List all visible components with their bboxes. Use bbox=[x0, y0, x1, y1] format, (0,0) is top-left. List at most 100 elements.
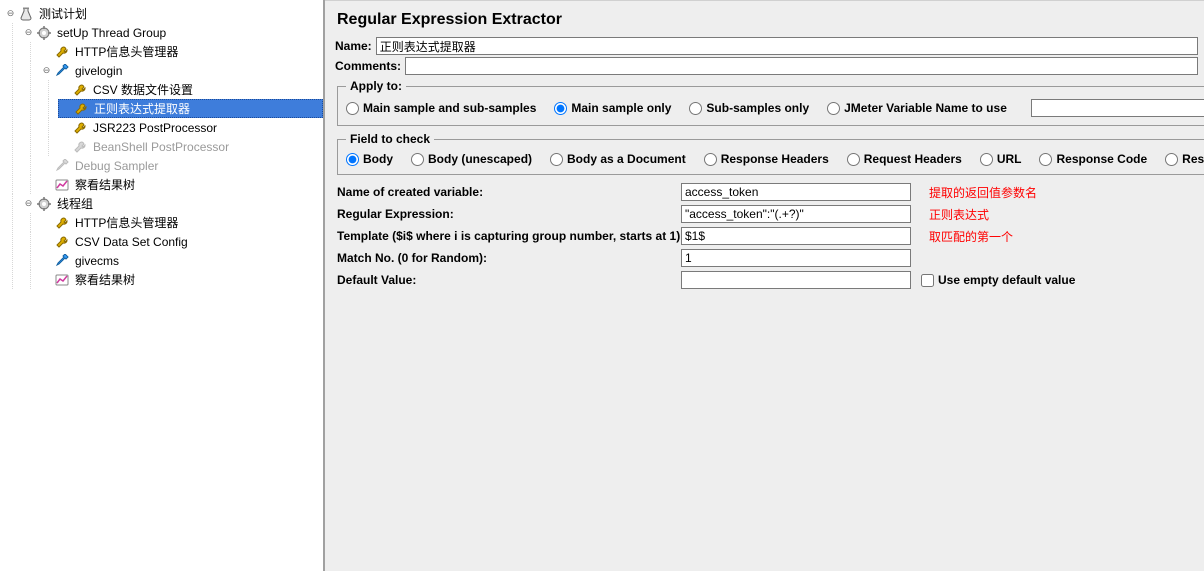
tree-item-results-tree[interactable]: 察看结果树 bbox=[40, 175, 323, 194]
radio-input[interactable] bbox=[704, 153, 717, 166]
collapse-handle[interactable]: ⊖ bbox=[24, 199, 33, 208]
name-input[interactable] bbox=[376, 37, 1198, 55]
tree-item-csv-data-set[interactable]: CSV Data Set Config bbox=[40, 232, 323, 251]
checkbox-input[interactable] bbox=[921, 274, 934, 287]
tree-item-jsr223[interactable]: JSR223 PostProcessor bbox=[58, 118, 323, 137]
collapse-handle[interactable]: ⊖ bbox=[42, 66, 51, 75]
tree-label: 察看结果树 bbox=[73, 271, 137, 288]
tree-label: givecms bbox=[73, 254, 121, 268]
radio-input[interactable] bbox=[847, 153, 860, 166]
tree-item-givelogin[interactable]: ⊖ givelogin bbox=[40, 61, 323, 80]
radio-label: Response Code bbox=[1056, 152, 1147, 166]
tree-item-debug-sampler[interactable]: Debug Sampler bbox=[40, 156, 323, 175]
radio-input[interactable] bbox=[346, 102, 359, 115]
var-name-annotation: 提取的返回值参数名 bbox=[911, 184, 1192, 201]
wrench-icon bbox=[54, 215, 70, 231]
radio-label: Response bbox=[1182, 152, 1204, 166]
ftc-body-unescaped[interactable]: Body (unescaped) bbox=[411, 152, 532, 166]
flask-icon bbox=[18, 6, 34, 22]
radio-label: Body as a Document bbox=[567, 152, 686, 166]
tree-label: CSV 数据文件设置 bbox=[91, 81, 195, 98]
radio-input[interactable] bbox=[346, 153, 359, 166]
tree-label: 线程组 bbox=[55, 195, 95, 212]
ftc-body-document[interactable]: Body as a Document bbox=[550, 152, 686, 166]
var-name-input[interactable] bbox=[681, 183, 911, 201]
regex-annotation: 正则表达式 bbox=[911, 206, 1192, 223]
tree-item-thread-group[interactable]: ⊖ 线程组 bbox=[22, 194, 323, 213]
apply-to-fieldset: Apply to: Main sample and sub-samples Ma… bbox=[337, 79, 1204, 126]
tree-label: 测试计划 bbox=[37, 5, 89, 22]
radio-input[interactable] bbox=[1165, 153, 1178, 166]
radio-label: JMeter Variable Name to use bbox=[844, 101, 1007, 115]
collapse-handle[interactable]: ⊖ bbox=[6, 9, 15, 18]
radio-input[interactable] bbox=[827, 102, 840, 115]
panel-title: Regular Expression Extractor bbox=[325, 1, 1204, 37]
apply-sub-only[interactable]: Sub-samples only bbox=[689, 101, 809, 115]
radio-input[interactable] bbox=[550, 153, 563, 166]
match-no-input[interactable] bbox=[681, 249, 911, 267]
match-no-label: Match No. (0 for Random): bbox=[337, 251, 681, 265]
gear-icon bbox=[36, 25, 52, 41]
comments-input[interactable] bbox=[405, 57, 1198, 75]
comments-label: Comments: bbox=[331, 57, 405, 75]
radio-input[interactable] bbox=[1039, 153, 1052, 166]
tree-item-csv-config[interactable]: CSV 数据文件设置 bbox=[58, 80, 323, 99]
regex-input[interactable] bbox=[681, 205, 911, 223]
tree-label: HTTP信息头管理器 bbox=[73, 214, 180, 231]
radio-input[interactable] bbox=[411, 153, 424, 166]
dropper-icon bbox=[54, 253, 70, 269]
default-value-input[interactable] bbox=[681, 271, 911, 289]
tree-label: JSR223 PostProcessor bbox=[91, 121, 219, 135]
tree-item-beanshell[interactable]: BeanShell PostProcessor bbox=[58, 137, 323, 156]
apply-main-only[interactable]: Main sample only bbox=[554, 101, 671, 115]
ftc-response-code[interactable]: Response Code bbox=[1039, 152, 1147, 166]
radio-input[interactable] bbox=[980, 153, 993, 166]
ftc-url[interactable]: URL bbox=[980, 152, 1022, 166]
radio-label: Main sample only bbox=[571, 101, 671, 115]
wrench-icon bbox=[54, 44, 70, 60]
tree-item-regex-extractor[interactable]: 正则表达式提取器 bbox=[58, 99, 323, 118]
tree-label: HTTP信息头管理器 bbox=[73, 43, 180, 60]
radio-label: Main sample and sub-samples bbox=[363, 101, 536, 115]
radio-label: URL bbox=[997, 152, 1022, 166]
template-annotation: 取匹配的第一个 bbox=[911, 228, 1192, 245]
tree-item-http-header-mgr-2[interactable]: HTTP信息头管理器 bbox=[40, 213, 323, 232]
apply-main-and-sub[interactable]: Main sample and sub-samples bbox=[346, 101, 536, 115]
template-input[interactable] bbox=[681, 227, 911, 245]
radio-label: Request Headers bbox=[864, 152, 962, 166]
use-empty-default-checkbox[interactable]: Use empty default value bbox=[911, 273, 1192, 287]
template-label: Template ($i$ where i is capturing group… bbox=[337, 229, 681, 243]
tree-label: 正则表达式提取器 bbox=[92, 100, 192, 117]
checkbox-label: Use empty default value bbox=[938, 273, 1075, 287]
test-plan-tree[interactable]: ⊖ 测试计划 ⊖ setUp Thread Group bbox=[0, 4, 323, 289]
tree-label: givelogin bbox=[73, 64, 124, 78]
ftc-request-headers[interactable]: Request Headers bbox=[847, 152, 962, 166]
collapse-handle[interactable]: ⊖ bbox=[24, 28, 33, 37]
tree-pane: ⊖ 测试计划 ⊖ setUp Thread Group bbox=[0, 0, 325, 571]
default-value-label: Default Value: bbox=[337, 273, 681, 287]
ftc-body[interactable]: Body bbox=[346, 152, 393, 166]
wrench-icon bbox=[54, 234, 70, 250]
var-name-label: Name of created variable: bbox=[337, 185, 681, 199]
ftc-response[interactable]: Response bbox=[1165, 152, 1204, 166]
wrench-icon bbox=[72, 139, 88, 155]
jmeter-var-input[interactable] bbox=[1031, 99, 1204, 117]
ftc-response-headers[interactable]: Response Headers bbox=[704, 152, 829, 166]
tree-item-givecms[interactable]: givecms bbox=[40, 251, 323, 270]
name-label: Name: bbox=[331, 37, 376, 55]
tree-item-results-tree-2[interactable]: 察看结果树 bbox=[40, 270, 323, 289]
gear-icon bbox=[36, 196, 52, 212]
wrench-icon bbox=[73, 101, 89, 117]
tree-item-test-plan[interactable]: ⊖ 测试计划 bbox=[4, 4, 323, 23]
apply-jmeter-var[interactable]: JMeter Variable Name to use bbox=[827, 101, 1007, 115]
radio-input[interactable] bbox=[689, 102, 702, 115]
dropper-icon bbox=[54, 63, 70, 79]
radio-label: Sub-samples only bbox=[706, 101, 809, 115]
editor-panel: Regular Expression Extractor Name: Comme… bbox=[325, 0, 1204, 571]
tree-item-setup-thread-group[interactable]: ⊖ setUp Thread Group bbox=[22, 23, 323, 42]
radio-label: Body (unescaped) bbox=[428, 152, 532, 166]
radio-input[interactable] bbox=[554, 102, 567, 115]
results-icon bbox=[54, 177, 70, 193]
radio-label: Response Headers bbox=[721, 152, 829, 166]
tree-item-http-header-mgr[interactable]: HTTP信息头管理器 bbox=[40, 42, 323, 61]
